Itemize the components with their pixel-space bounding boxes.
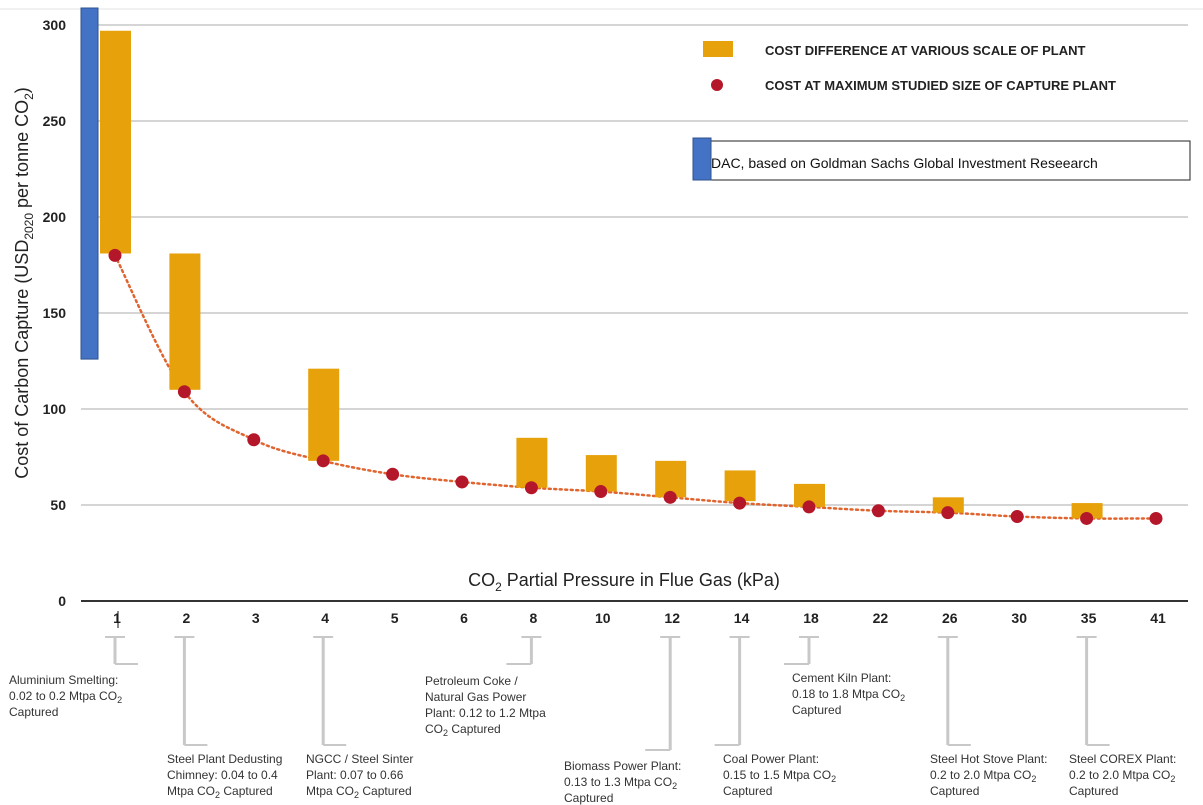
x-tick-label: 8 [530, 610, 538, 626]
annotation-line: 0.2 to 2.0 Mtpa CO2 [930, 768, 1036, 784]
dac-cost-bar [80, 7, 99, 360]
annotation-line: Natural Gas Power [425, 690, 526, 704]
cost-range-bar [794, 483, 825, 507]
annotation-line: Steel Plant Dedusting [167, 752, 282, 766]
x-tick-label: 30 [1011, 610, 1027, 626]
x-tick-label: 12 [664, 610, 680, 626]
max-size-point [1149, 511, 1163, 525]
annotation-line: Captured [9, 705, 58, 719]
x-tick-label: 18 [803, 610, 819, 626]
x-tick-label: 14 [734, 610, 750, 626]
annotation-line: 0.18 to 1.8 Mtpa CO2 [792, 687, 905, 703]
x-tick-label: 22 [873, 610, 889, 626]
max-size-point [455, 475, 469, 489]
max-size-point [386, 467, 400, 481]
max-size-point [177, 385, 191, 399]
legend-range-swatch [703, 41, 733, 57]
legend-point-swatch [711, 79, 723, 91]
annotation-line: Steel Hot Stove Plant: [930, 752, 1047, 766]
annotation-line: 0.02 to 0.2 Mtpa CO2 [9, 689, 122, 705]
max-size-point [802, 500, 816, 514]
annotation-line: 0.15 to 1.5 Mtpa CO2 [723, 768, 836, 784]
x-tick-label: 35 [1081, 610, 1097, 626]
cost-range-bar [169, 253, 201, 390]
x-tick-label: 4 [321, 610, 329, 626]
legend: COST DIFFERENCE AT VARIOUS SCALE OF PLAN… [703, 41, 1116, 93]
trend-curve [113, 254, 1158, 520]
max-size-point [247, 433, 261, 447]
cost-range-bar [100, 30, 131, 254]
max-size-point [594, 485, 608, 499]
cost-range-bar [724, 470, 756, 502]
annotation-line: 0.13 to 1.3 Mtpa CO2 [564, 775, 677, 791]
annotation-line: Biomass Power Plant: [564, 759, 681, 773]
plant-annotations: Aluminium Smelting:0.02 to 0.2 Mtpa CO2C… [9, 636, 1176, 805]
x-tick-label: 6 [460, 610, 468, 626]
annotation-line: Plant: 0.12 to 1.2 Mtpa [425, 706, 546, 720]
annotation-line: Mtpa CO2 Captured [167, 784, 273, 800]
cost-range-bar [1071, 503, 1103, 519]
cost-range-bar [932, 497, 964, 513]
max-size-point [1080, 511, 1094, 525]
grid-lines [0, 8, 1203, 506]
annotation-line: Captured [723, 784, 772, 798]
annotation-line: 0.2 to 2.0 Mtpa CO2 [1069, 768, 1175, 784]
x-tick-label: 3 [252, 610, 260, 626]
dac-legend-label: DAC, based on Goldman Sachs Global Inves… [711, 155, 1098, 171]
max-size-point [871, 504, 885, 518]
x-tick-label: 5 [391, 610, 399, 626]
annotation-line: Chimney: 0.04 to 0.4 [167, 768, 278, 782]
x-axis-title: CO2 Partial Pressure in Flue Gas (kPa) [468, 570, 780, 594]
max-size-point [941, 506, 955, 520]
cost-range-bar [516, 437, 548, 488]
cost-range-bar [308, 368, 340, 461]
annotation-line: Plant: 0.07 to 0.66 [306, 768, 404, 782]
cost-range-bars [100, 30, 1103, 519]
y-tick-label: 100 [43, 401, 67, 417]
max-size-point [663, 490, 677, 504]
annotation-line: Petroleum Coke / [425, 674, 518, 688]
legend-range-label: COST DIFFERENCE AT VARIOUS SCALE OF PLAN… [765, 43, 1085, 58]
x-tick-label: 41 [1150, 610, 1166, 626]
max-size-point [733, 496, 747, 510]
max-size-point [524, 481, 538, 495]
annotation-line: NGCC / Steel Sinter [306, 752, 413, 766]
y-tick-label: 250 [43, 113, 67, 129]
annotation-line: Aluminium Smelting: [9, 673, 118, 687]
max-size-point [108, 248, 122, 262]
max-size-point [1010, 510, 1024, 524]
annotation-line: Captured [930, 784, 979, 798]
dac-legend-frame [692, 140, 1191, 181]
annotation-line: Coal Power Plant: [723, 752, 819, 766]
x-tick-label: 10 [595, 610, 611, 626]
x-tick-label: 1 [113, 610, 121, 626]
y-tick-label: 0 [58, 593, 66, 609]
annotation-line: Captured [792, 703, 841, 717]
annotation-line: Cement Kiln Plant: [792, 671, 891, 685]
x-tick-label: 2 [183, 610, 191, 626]
annotation-line: Captured [564, 791, 613, 805]
dac-bar [80, 7, 99, 360]
annotation-line: Mtpa CO2 Captured [306, 784, 412, 800]
y-tick-label: 200 [43, 209, 67, 225]
y-tick-label: 50 [50, 497, 66, 513]
y-axis-title: Cost of Carbon Capture (USD2020 per tonn… [12, 87, 36, 479]
trend-line [113, 254, 1158, 520]
y-tick-label: 150 [43, 305, 67, 321]
dac-legend-box: DAC, based on Goldman Sachs Global Inves… [692, 137, 1191, 181]
max-size-point [316, 454, 330, 468]
dac-legend-swatch [692, 137, 712, 181]
annotation-line: Steel COREX Plant: [1069, 752, 1176, 766]
y-tick-label: 300 [43, 17, 67, 33]
legend-point-label: COST AT MAXIMUM STUDIED SIZE OF CAPTURE … [765, 78, 1116, 93]
max-size-points [108, 248, 1163, 525]
annotation-line: CO2 Captured [425, 722, 501, 738]
x-tick-label: 26 [942, 610, 958, 626]
annotation-line: Captured [1069, 784, 1118, 798]
